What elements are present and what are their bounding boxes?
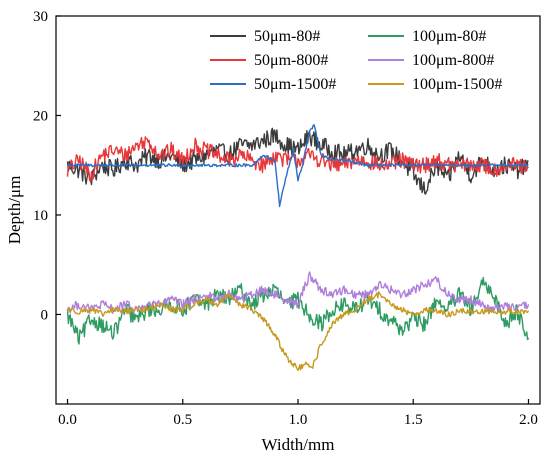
x-tick-label: 1.0 — [289, 412, 308, 428]
x-axis-label: Width/mm — [262, 435, 335, 454]
legend-label: 50μm-1500# — [254, 76, 336, 93]
x-tick-label: 2.0 — [519, 412, 538, 428]
series-line-3 — [66, 276, 530, 345]
legend-label: 100μm-800# — [412, 52, 494, 69]
y-tick-label: 20 — [33, 108, 48, 124]
y-tick-label: 30 — [33, 9, 48, 25]
legend: 50μm-80# 50μm-800# 50μm-1500# 100μm-80# 100μ… — [210, 28, 502, 93]
legend-label: 100μm-1500# — [412, 76, 502, 93]
x-tick-label: 1.5 — [404, 412, 423, 428]
series-line-2 — [67, 124, 529, 208]
x-tick-label: 0.0 — [58, 412, 77, 428]
y-axis-label: Depth/μm — [5, 176, 24, 245]
legend-label: 50μm-800# — [254, 52, 328, 69]
y-tick-label: 0 — [41, 307, 49, 323]
x-tick-label: 0.5 — [173, 412, 192, 428]
legend-label: 100μm-80# — [412, 28, 486, 45]
plot-frame — [55, 15, 541, 405]
legend-label: 50μm-80# — [254, 28, 320, 45]
series-line-5 — [66, 291, 530, 371]
ticks-layer: 0.0 0.5 1.0 1.5 2.0 0 10 20 30 — [33, 9, 538, 428]
series-layer — [66, 124, 530, 371]
y-tick-label: 10 — [33, 208, 48, 224]
